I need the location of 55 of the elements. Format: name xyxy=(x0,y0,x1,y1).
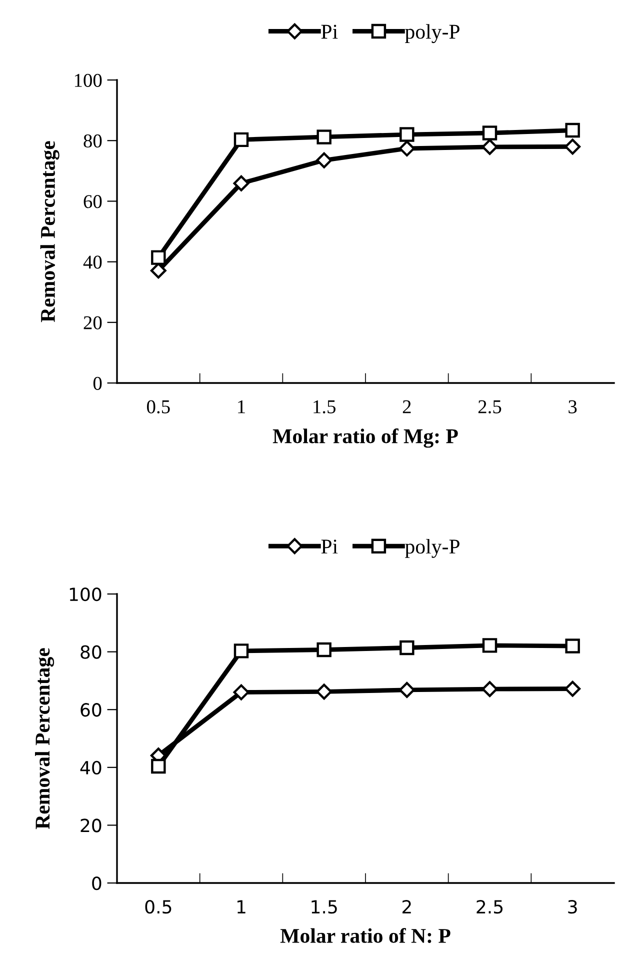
point xyxy=(316,130,332,144)
x-axis-title: Molar ratio of N: P xyxy=(280,928,450,944)
x-tick-label: 2 xyxy=(402,900,411,914)
point xyxy=(565,122,580,138)
x-tick-label: 2 xyxy=(402,400,411,414)
y-tick-label: 80 xyxy=(84,134,102,148)
y-tick-label: 20 xyxy=(80,818,102,832)
y-tick-label: 60 xyxy=(80,703,102,717)
point xyxy=(234,132,249,148)
x-tick-label: 1.5 xyxy=(314,400,336,414)
y-tick-label: 20 xyxy=(84,316,102,330)
x-tick-label: 1 xyxy=(238,400,245,414)
point xyxy=(233,684,250,700)
x-axis-title: Molar ratio of Mg: P xyxy=(272,428,458,448)
y-tick-label: 60 xyxy=(84,195,102,208)
x-tick-label: 0.5 xyxy=(145,900,172,914)
point xyxy=(482,138,498,155)
point xyxy=(316,642,332,658)
point xyxy=(400,640,414,656)
y-tick-label: 100 xyxy=(70,587,102,602)
x-tick-label: 1 xyxy=(237,900,246,914)
x-tick-label: 0.5 xyxy=(147,400,170,414)
x-tick-label: 3 xyxy=(568,900,577,914)
legend-label: Pi xyxy=(321,24,338,39)
point xyxy=(398,682,415,698)
point xyxy=(150,262,166,279)
point xyxy=(482,681,498,698)
x-tick-label: 2.5 xyxy=(478,400,502,414)
point xyxy=(482,638,498,653)
point xyxy=(316,684,332,700)
y-tick-label: 100 xyxy=(74,74,102,87)
y-tick-label: 80 xyxy=(80,645,102,659)
y-tick-label: 40 xyxy=(80,760,102,775)
point xyxy=(234,644,249,658)
point xyxy=(151,758,166,774)
point xyxy=(564,680,581,697)
point xyxy=(400,127,414,142)
y-axis-title: Removal Percentage xyxy=(35,648,54,830)
x-tick-label: 3 xyxy=(568,400,577,414)
legend-label: poly-P xyxy=(405,24,460,44)
y-tick-label: 0 xyxy=(92,876,102,890)
point xyxy=(398,140,415,156)
point xyxy=(316,152,332,168)
y-axis-title: Removal Percentage xyxy=(40,141,60,322)
point xyxy=(565,638,580,654)
x-tick-label: 1.5 xyxy=(312,900,337,914)
point xyxy=(482,126,498,140)
point xyxy=(233,175,250,192)
x-tick-label: 2.5 xyxy=(476,900,503,914)
legend-label: poly-P xyxy=(405,538,460,558)
point xyxy=(151,250,166,265)
y-tick-label: 40 xyxy=(83,256,102,269)
point xyxy=(564,138,581,155)
legend-label: Pi xyxy=(321,540,338,554)
y-tick-label: 0 xyxy=(93,376,102,390)
